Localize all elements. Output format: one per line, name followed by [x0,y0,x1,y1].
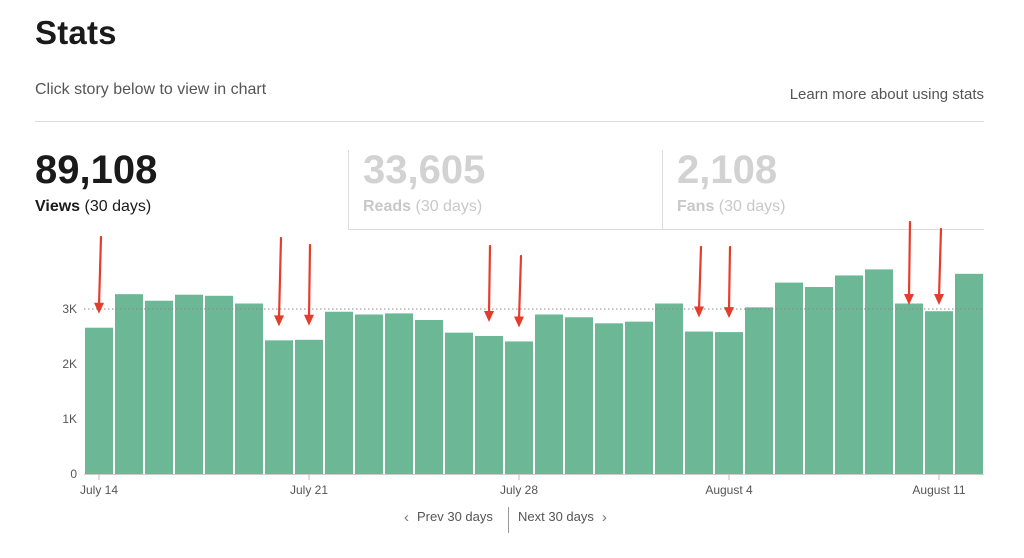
bar-august-11[interactable] [925,311,953,474]
annotation-arrow-august-3 [694,245,704,318]
header-divider [35,121,984,122]
prev-30-days-button[interactable]: ‹ Prev 30 days [404,509,493,531]
bar-july-25[interactable] [415,320,443,474]
bar-july-24[interactable] [385,313,413,474]
annotation-arrows-layer [94,220,944,328]
fans-count: 2,108 [677,148,778,192]
bar-july-14[interactable] [85,327,113,474]
bar-july-15[interactable] [115,294,143,474]
reads-label: Reads (30 days) [363,198,482,216]
annotation-arrow-july-14 [94,235,104,314]
fans-label-period: (30 days) [718,198,786,215]
fans-label-name: Fans [677,198,715,215]
tab-reads[interactable]: 33,605 Reads (30 days) [348,148,662,230]
bar-august-6[interactable] [775,282,803,474]
bar-august-8[interactable] [835,275,863,474]
bar-july-26[interactable] [445,332,473,474]
bar-august-5[interactable] [745,307,773,474]
next-30-days-button[interactable]: Next 30 days › [518,509,607,531]
bar-july-29[interactable] [535,314,563,475]
bar-july-20[interactable] [265,340,293,474]
bar-july-17[interactable] [175,294,203,474]
bar-august-9[interactable] [865,269,893,474]
y-tick-label: 3K [62,302,77,316]
bar-july-22[interactable] [325,311,353,474]
bar-july-30[interactable] [565,317,593,474]
prev-30-days-label: Prev 30 days [417,509,493,524]
bar-august-12[interactable] [955,273,983,474]
tab-views[interactable]: 89,108 Views (30 days) [35,122,348,230]
x-tick-label: August 4 [705,483,753,497]
annotation-arrow-july-21 [304,243,314,326]
y-tick-label: 0 [70,467,77,481]
bar-july-31[interactable] [595,323,623,474]
annotation-arrow-july-28 [514,254,524,328]
bar-august-3[interactable] [685,331,713,474]
reads-count: 33,605 [363,148,486,192]
bar-july-16[interactable] [145,300,173,474]
annotation-arrow-august-10 [904,220,914,305]
bar-july-23[interactable] [355,314,383,475]
next-30-days-label: Next 30 days [518,509,594,524]
annotation-arrow-august-11 [934,227,944,305]
reads-label-period: (30 days) [415,198,483,215]
views-count: 89,108 [35,148,158,192]
annotation-arrow-august-4 [724,245,734,319]
reads-label-name: Reads [363,198,412,215]
x-tick-label: July 21 [290,483,328,497]
learn-more-link[interactable]: Learn more about using stats [789,86,984,103]
bar-august-4[interactable] [715,332,743,474]
chevron-right-icon: › [601,509,607,526]
bar-august-10[interactable] [895,303,923,475]
views-label-period: (30 days) [84,198,152,215]
fans-label: Fans (30 days) [677,198,786,216]
axis-layer: 0 1K 2K 3K July 14 July 21 July 28 August 4 Augu… [62,302,984,497]
x-tick-label: July 14 [80,483,118,497]
views-label-name: Views [35,198,81,215]
y-tick-label: 1K [62,412,77,426]
tab-fans[interactable]: 2,108 Fans (30 days) [662,148,984,230]
bars-layer [85,269,983,474]
bar-july-21[interactable] [295,339,323,474]
bar-august-2[interactable] [655,303,683,475]
pager-divider [508,507,509,533]
x-tick-label: August 11 [912,483,965,497]
bar-august-7[interactable] [805,287,833,474]
x-tick-label: July 28 [500,483,538,497]
bar-august-1[interactable] [625,321,653,474]
page-title: Stats [35,14,117,51]
bar-july-18[interactable] [205,295,233,474]
bar-july-28[interactable] [505,341,533,474]
bar-july-27[interactable] [475,335,503,474]
y-tick-label: 2K [62,357,77,371]
chevron-left-icon: ‹ [404,509,409,526]
annotation-arrow-july-20 [274,236,284,327]
page-subtitle: Click story below to view in chart [35,81,267,98]
bar-july-19[interactable] [235,303,263,475]
annotation-arrow-july-27 [484,244,494,322]
views-label: Views (30 days) [35,198,151,216]
